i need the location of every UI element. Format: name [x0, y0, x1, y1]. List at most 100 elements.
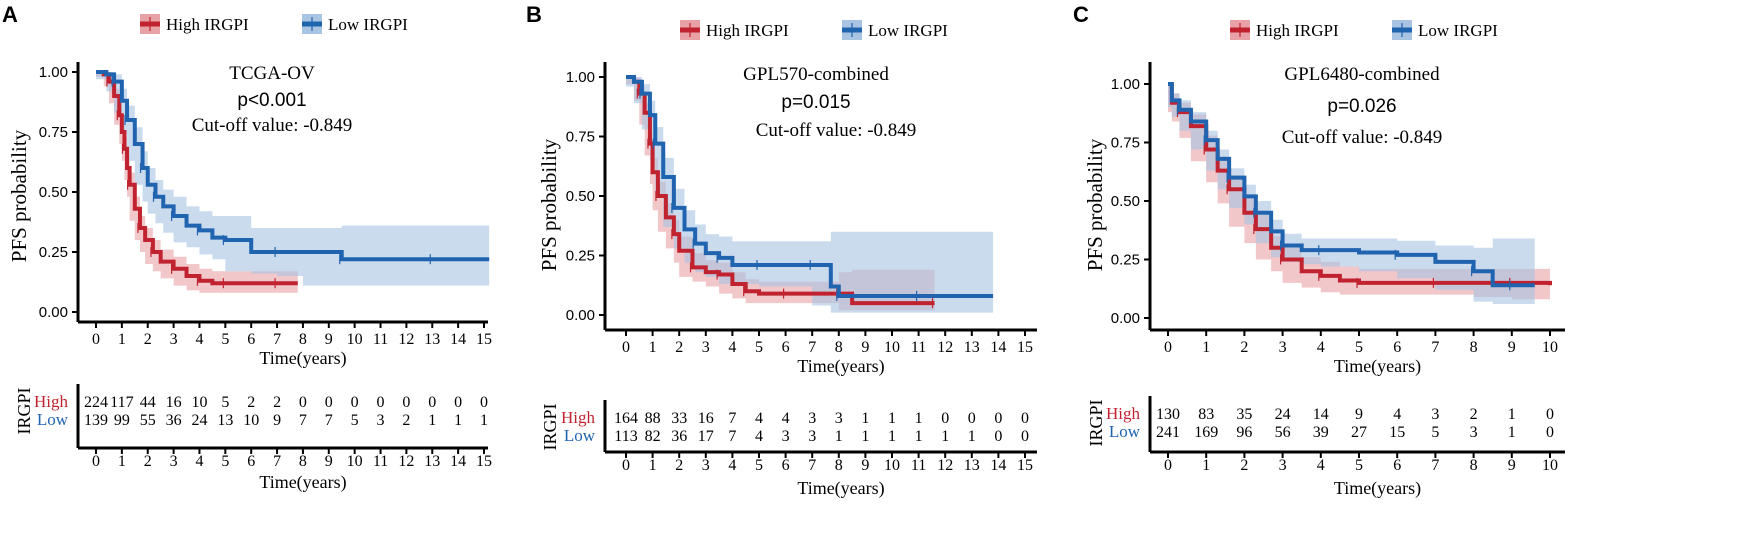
x-tick-label: 8 [835, 339, 843, 356]
x-tick-label: 3 [702, 339, 710, 356]
risk-count-high: 0 [480, 394, 488, 411]
cutoff-value: Cut-off value: -0.849 [1282, 127, 1443, 148]
risk-count-high: 0 [994, 410, 1002, 427]
panel-c: C High IRGPI Low IRGPI 0.00 0.25 0.50 0.75 1.00… [1073, 2, 1565, 499]
risk-x-tick-label: 10 [1542, 457, 1558, 474]
chart-title: GPL570-combined [743, 64, 889, 85]
risk-count-low: 1 [941, 428, 949, 445]
risk-count-high: 2 [1470, 406, 1478, 423]
risk-x-tick-label: 9 [325, 453, 333, 470]
risk-count-high: 3 [808, 410, 816, 427]
risk-x-tick-label: 8 [835, 457, 843, 474]
x-tick-label: 1 [1202, 339, 1210, 356]
panel-a: A High IRGPI Low IRGPI 0.00 0.25 0.50 0.75 1.00… [2, 2, 492, 493]
km-curve-low [626, 75, 994, 298]
risk-count-low: 1 [861, 428, 869, 445]
risk-table-title: IRGPI [540, 403, 560, 450]
risk-count-low: 5 [1431, 424, 1439, 441]
risk-count-low: 39 [1313, 424, 1329, 441]
risk-x-tick-label: 3 [1279, 457, 1287, 474]
risk-count-low: 241 [1156, 424, 1180, 441]
risk-count-high: 35 [1236, 406, 1252, 423]
x-tick-label: 13 [964, 339, 980, 356]
risk-x-tick-label: 14 [450, 453, 466, 470]
x-tick-label: 9 [325, 331, 333, 348]
risk-table-title: IRGPI [1086, 399, 1106, 446]
legend-label-low: Low IRGPI [1418, 21, 1498, 40]
ci-band-low [1168, 84, 1535, 304]
x-tick-label: 4 [1317, 339, 1325, 356]
x-tick-label: 5 [221, 331, 229, 348]
risk-count-high: 5 [221, 394, 229, 411]
axes: 0.000.250.500.751.000 1 2 3 4 5 6 7 8 9 10 11 12 13 14… [537, 62, 1037, 377]
x-tick-label: 7 [808, 339, 816, 356]
x-tick-label: 7 [273, 331, 281, 348]
risk-count-low: 1 [454, 412, 462, 429]
risk-count-high: 4 [782, 410, 790, 427]
x-tick-label: 15 [1017, 339, 1033, 356]
y-axis-label: PFS probability [537, 138, 561, 271]
legend-label-high: High IRGPI [166, 15, 249, 34]
x-tick-label: 12 [398, 331, 414, 348]
risk-count-low: 7 [299, 412, 307, 429]
risk-count-low: 7 [728, 428, 736, 445]
x-tick-label: 2 [1240, 339, 1248, 356]
x-tick-label: 1 [118, 331, 126, 348]
legend-label-high: High IRGPI [1256, 21, 1339, 40]
x-tick-label: 4 [728, 339, 736, 356]
risk-count-high: 0 [428, 394, 436, 411]
risk-x-tick-label: 4 [728, 457, 736, 474]
risk-count-low: 4 [755, 428, 763, 445]
cutoff-value: Cut-off value: -0.849 [756, 120, 917, 141]
risk-count-high: 164 [614, 410, 638, 427]
risk-count-low: 36 [671, 428, 687, 445]
x-tick-label: 0 [92, 331, 100, 348]
x-tick-label: 0 [1164, 339, 1172, 356]
curves [626, 75, 994, 313]
x-tick-label: 2 [675, 339, 683, 356]
risk-count-low: 10 [243, 412, 259, 429]
risk-count-low: 9 [273, 412, 281, 429]
risk-x-tick-label: 1 [118, 453, 126, 470]
risk-count-high: 2 [247, 394, 255, 411]
risk-count-high: 0 [968, 410, 976, 427]
risk-count-low: 27 [1351, 424, 1367, 441]
risk-x-tick-label: 9 [861, 457, 869, 474]
x-tick-label: 6 [782, 339, 790, 356]
risk-count-high: 1 [915, 410, 923, 427]
y-tick-label: 0.50 [39, 184, 68, 201]
risk-count-high: 83 [1198, 406, 1214, 423]
risk-count-high: 0 [325, 394, 333, 411]
x-tick-label: 4 [195, 331, 203, 348]
legend-label-high: High IRGPI [706, 21, 789, 40]
risk-count-high: 0 [1021, 410, 1029, 427]
cutoff-value: Cut-off value: -0.849 [192, 115, 353, 136]
risk-row-label-low: Low [564, 426, 596, 445]
risk-table: IRGPI HighLow1641130888213336216173774445… [540, 400, 1037, 499]
risk-count-high: 4 [1393, 406, 1401, 423]
risk-x-tick-label: 14 [990, 457, 1006, 474]
risk-x-tick-label: 0 [622, 457, 630, 474]
risk-count-low: 7 [325, 412, 333, 429]
x-tick-label: 11 [373, 331, 388, 348]
x-tick-label: 15 [476, 331, 492, 348]
risk-count-low: 15 [1389, 424, 1405, 441]
x-axis-label: Time(years) [1334, 356, 1421, 377]
risk-x-tick-label: 7 [1431, 457, 1439, 474]
risk-count-low: 24 [191, 412, 207, 429]
x-tick-label: 9 [1508, 339, 1516, 356]
y-tick-label: 0.50 [1111, 193, 1140, 210]
risk-x-tick-label: 10 [347, 453, 363, 470]
risk-x-tick-label: 2 [1240, 457, 1248, 474]
x-tick-label: 10 [347, 331, 363, 348]
risk-x-tick-label: 15 [476, 453, 492, 470]
risk-count-high: 33 [671, 410, 687, 427]
p-value: p=0.015 [781, 92, 850, 113]
y-axis-label: PFS probability [7, 129, 31, 262]
risk-x-tick-label: 8 [1470, 457, 1478, 474]
y-tick-label: 0.25 [566, 248, 595, 265]
risk-count-high: 0 [377, 394, 385, 411]
km-curve-low [1168, 82, 1535, 288]
x-tick-label: 14 [990, 339, 1006, 356]
